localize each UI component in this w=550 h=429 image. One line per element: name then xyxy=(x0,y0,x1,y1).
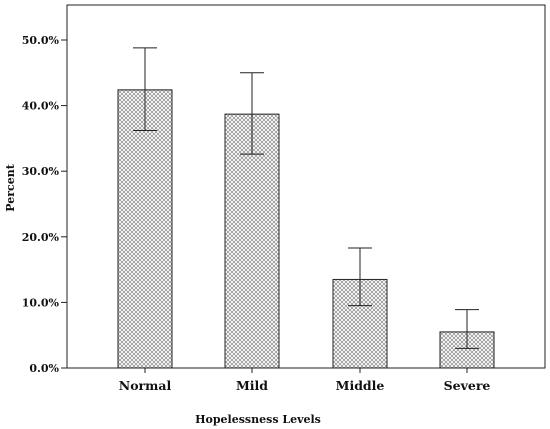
x-axis-title: Hopelessness Levels xyxy=(195,413,321,426)
y-tick-label: 50.0% xyxy=(22,34,60,47)
bar-normal xyxy=(117,89,173,369)
plot-border xyxy=(66,4,546,369)
x-axis-tick-labels: Normal Mild Middle Severe xyxy=(119,368,491,393)
x-tick-label-mild: Mild xyxy=(236,378,268,393)
y-tick-label: 30.0% xyxy=(22,165,60,178)
x-tick-label-middle: Middle xyxy=(336,378,385,393)
error-bars xyxy=(133,47,479,349)
y-tick-label: 10.0% xyxy=(22,296,60,309)
x-tick-label-normal: Normal xyxy=(119,378,172,393)
bars xyxy=(117,89,495,369)
plot-frame xyxy=(66,4,546,369)
x-tick-label-severe: Severe xyxy=(444,378,491,393)
y-axis-ticks: 0.0% 10.0% 20.0% 30.0% 40.0% 50.0% xyxy=(22,34,67,375)
y-tick-label: 40.0% xyxy=(22,100,60,113)
y-tick-label: 20.0% xyxy=(22,231,60,244)
y-axis-title: Percent xyxy=(4,163,17,211)
y-tick-label: 0.0% xyxy=(29,362,59,375)
